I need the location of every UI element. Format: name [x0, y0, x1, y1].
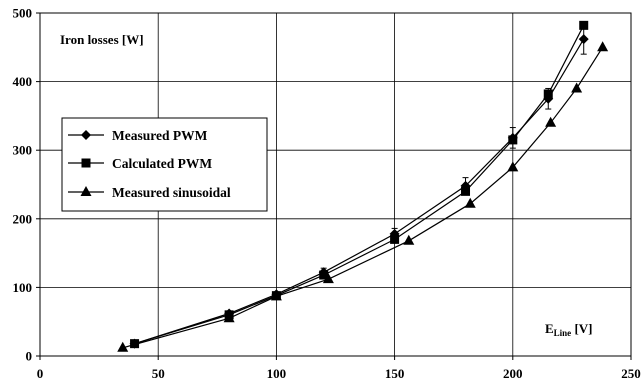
data-point [390, 234, 400, 244]
square-marker-icon [81, 158, 91, 168]
axis-ticks: 0 50 100 150 200 250 0 100 200 300 400 500 [13, 6, 641, 382]
data-point [403, 234, 415, 245]
y-tick-label: 400 [13, 74, 33, 89]
legend-item-calculated-pwm: Calculated PWM [68, 156, 212, 171]
legend-label-calculated-pwm: Calculated PWM [112, 156, 212, 171]
data-point [543, 89, 553, 99]
data-point [117, 341, 129, 352]
data-point [579, 20, 589, 30]
diamond-marker-icon [81, 130, 91, 140]
x-tick-label: 200 [503, 366, 523, 381]
x-annotation-main: E [545, 321, 554, 336]
data-point [322, 273, 334, 284]
y-tick-label: 500 [13, 6, 33, 21]
data-point [507, 161, 519, 172]
data-point [461, 186, 471, 196]
data-point [508, 135, 518, 145]
x-tick-label: 150 [385, 366, 405, 381]
triangle-marker-icon [80, 186, 92, 196]
x-tick-label: 100 [267, 366, 287, 381]
series-measured-sinusoidal [117, 41, 609, 352]
x-tick-label: 50 [152, 366, 165, 381]
x-tick-label: 0 [37, 366, 44, 381]
data-point [319, 270, 329, 280]
grid [40, 13, 631, 356]
y-tick-label: 100 [13, 280, 33, 295]
legend-label-measured-sinusoidal: Measured sinusoidal [112, 185, 231, 200]
series [117, 20, 609, 352]
y-tick-label: 200 [13, 211, 33, 226]
data-point [578, 34, 589, 45]
legend: Measured PWM Calculated PWM Measured sin… [61, 117, 268, 212]
y-tick-label: 0 [26, 349, 33, 364]
y-axis-annotation: Iron losses [W] [60, 32, 144, 47]
legend-item-measured-sinusoidal: Measured sinusoidal [68, 185, 231, 200]
series-line [122, 46, 604, 349]
legend-item-measured-pwm: Measured PWM [68, 128, 208, 143]
y-tick-label: 300 [13, 143, 33, 158]
data-point [130, 339, 140, 349]
data-point [223, 312, 235, 323]
data-point [464, 197, 476, 208]
x-axis-annotation: ELine [V] [545, 321, 592, 338]
x-tick-label: 250 [621, 366, 641, 381]
plot-frame [39, 12, 632, 357]
x-annotation-unit: [V] [571, 321, 592, 336]
data-point [270, 290, 282, 301]
data-point [545, 116, 557, 127]
legend-label-measured-pwm: Measured PWM [112, 128, 208, 143]
data-point [597, 41, 609, 52]
data-point [571, 82, 583, 93]
x-annotation-sub: Line [554, 328, 572, 338]
legend-box [61, 117, 268, 212]
